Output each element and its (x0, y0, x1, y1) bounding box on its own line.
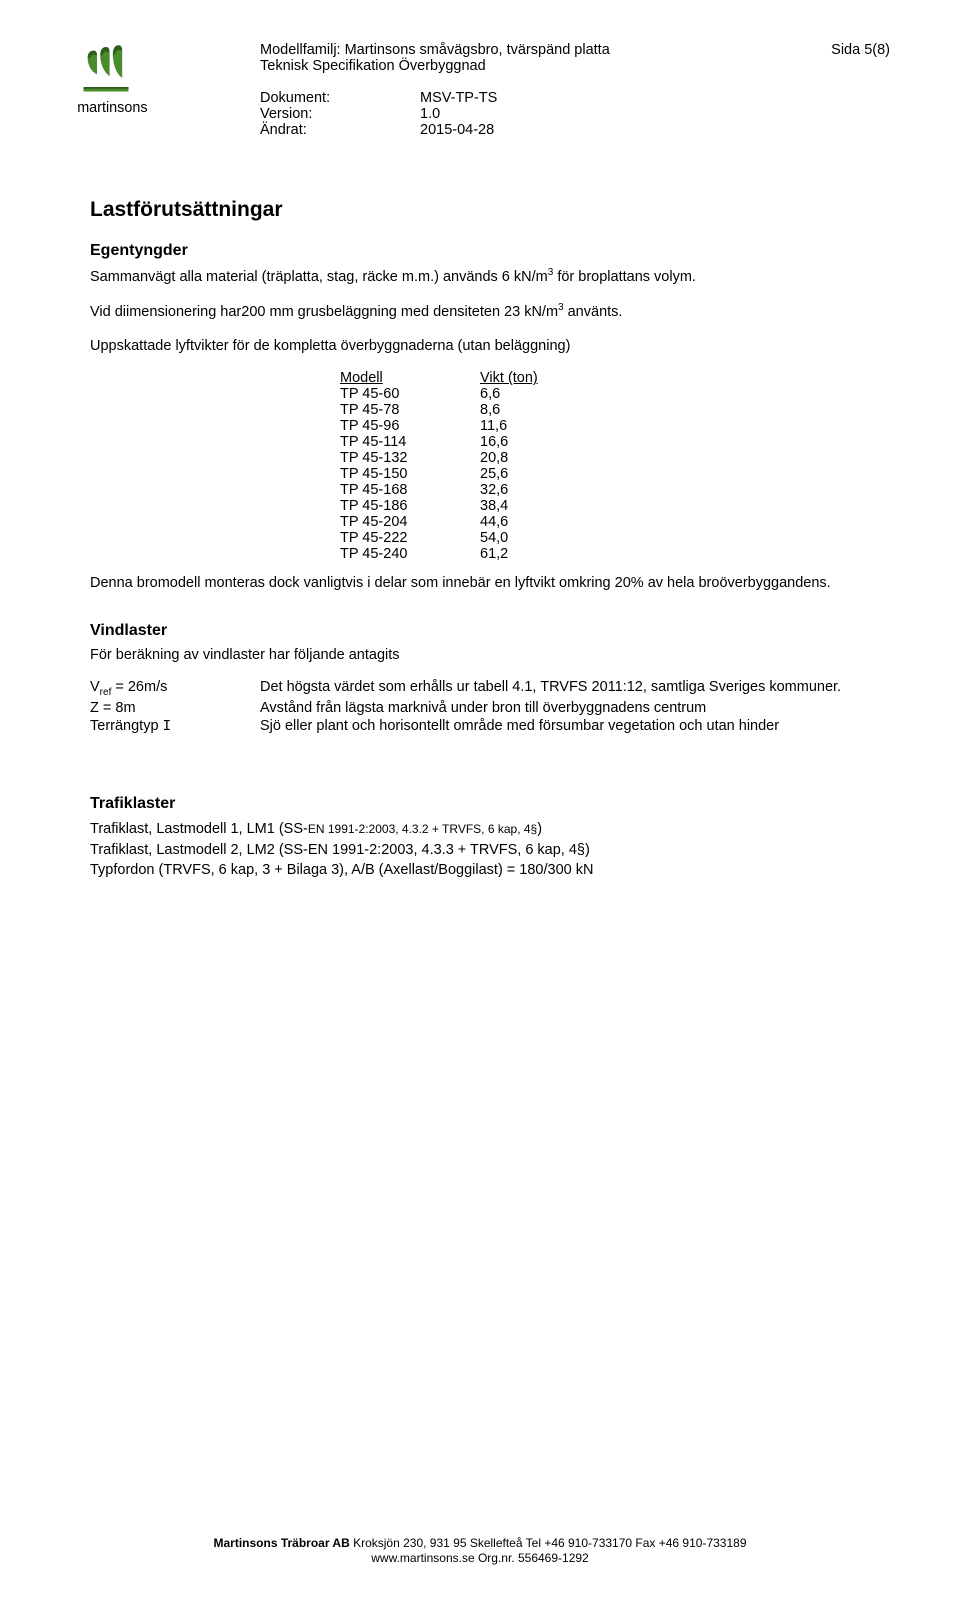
martinsons-logo-icon: martinsons (70, 42, 160, 132)
weight-table: Modell Vikt (ton) TP 45-606,6 TP 45-788,… (340, 370, 890, 562)
trafik-line: Trafiklast, Lastmodell 1, LM1 (SS-EN 199… (90, 819, 890, 839)
logo-wordmark: martinsons (77, 100, 147, 116)
logo: martinsons (70, 42, 170, 136)
table-header-model: Modell (340, 370, 480, 386)
table-row: TP 45-15025,6 (340, 466, 890, 482)
wind-table: Vref = 26m/s Det högsta värdet som erhål… (90, 679, 890, 735)
wind-row: Terrängtyp I Sjö eller plant och horison… (90, 718, 890, 735)
table-row: TP 45-788,6 (340, 402, 890, 418)
meta-label: Ändrat: (260, 122, 420, 138)
table-row: TP 45-20444,6 (340, 514, 890, 530)
wind-desc: Avstånd från lägsta marknivå under bron … (260, 700, 890, 716)
meta-value: MSV-TP-TS (420, 90, 497, 106)
table-row: TP 45-18638,4 (340, 498, 890, 514)
wind-label: Z = 8m (90, 700, 260, 716)
table-row: TP 45-22254,0 (340, 530, 890, 546)
subsection-egentyngder: Egentyngder (90, 242, 890, 260)
table-row: TP 45-24061,2 (340, 546, 890, 562)
page-header: martinsons Modellfamilj: Martinsons småv… (70, 42, 890, 138)
table-row: TP 45-13220,8 (340, 450, 890, 466)
wind-row: Z = 8m Avstånd från lägsta marknivå unde… (90, 700, 890, 716)
subsection-vindlaster: Vindlaster (90, 622, 890, 640)
footer-company: Martinsons Träbroar AB (214, 1536, 350, 1550)
trafik-line: Trafiklast, Lastmodell 2, LM2 (SS-EN 199… (90, 840, 890, 860)
paragraph: För beräkning av vindlaster har följande… (90, 646, 890, 666)
header-line1: Modellfamilj: Martinsons småvägsbro, tvä… (260, 42, 890, 58)
doc-meta: Dokument: MSV-TP-TS Version: 1.0 Ändrat:… (260, 90, 890, 138)
trafik-line: Typfordon (TRVFS, 6 kap, 3 + Bilaga 3), … (90, 860, 890, 880)
wind-label: Terrängtyp I (90, 718, 260, 735)
wind-desc: Det högsta värdet som erhålls ur tabell … (260, 679, 890, 695)
table-row: TP 45-9611,6 (340, 418, 890, 434)
subsection-trafiklaster: Trafiklaster (90, 795, 890, 813)
header-line2: Teknisk Specifikation Överbyggnad (260, 58, 890, 74)
meta-value: 1.0 (420, 106, 440, 122)
page-number: Sida 5(8) (831, 42, 890, 58)
wind-row: Vref = 26m/s Det högsta värdet som erhål… (90, 679, 890, 698)
page-footer: Martinsons Träbroar AB Kroksjön 230, 931… (0, 1536, 960, 1567)
table-header-weight: Vikt (ton) (480, 370, 560, 386)
meta-label: Dokument: (260, 90, 420, 106)
meta-value: 2015-04-28 (420, 122, 494, 138)
paragraph: Uppskattade lyftvikter för de kompletta … (90, 337, 890, 357)
paragraph: Denna bromodell monteras dock vanligtvis… (90, 574, 890, 594)
table-row: TP 45-11416,6 (340, 434, 890, 450)
paragraph: Vid diimensionering har200 mm grusbelägg… (90, 301, 890, 322)
wind-desc: Sjö eller plant och horisontellt område … (260, 718, 890, 734)
table-row: TP 45-606,6 (340, 386, 890, 402)
table-row: TP 45-16832,6 (340, 482, 890, 498)
footer-web: www.martinsons.se Org.nr. 556469-1292 (0, 1551, 960, 1567)
footer-address: Kroksjön 230, 931 95 Skellefteå Tel +46 … (350, 1536, 747, 1550)
section-title: Lastförutsättningar (90, 198, 890, 222)
paragraph: Sammanvägt alla material (träplatta, sta… (90, 266, 890, 287)
wind-label: Vref = 26m/s (90, 679, 260, 698)
meta-label: Version: (260, 106, 420, 122)
